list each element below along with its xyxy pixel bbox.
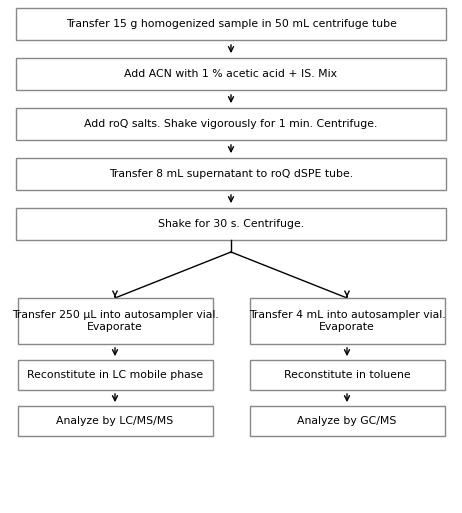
Text: Transfer 4 mL into autosampler vial.
Evaporate: Transfer 4 mL into autosampler vial. Eva…	[249, 310, 445, 332]
Text: Analyze by GC/MS: Analyze by GC/MS	[298, 416, 397, 426]
FancyBboxPatch shape	[249, 360, 444, 390]
Text: Reconstitute in LC mobile phase: Reconstitute in LC mobile phase	[27, 370, 203, 380]
Text: Transfer 250 μL into autosampler vial.
Evaporate: Transfer 250 μL into autosampler vial. E…	[12, 310, 219, 332]
FancyBboxPatch shape	[18, 406, 213, 436]
FancyBboxPatch shape	[16, 208, 446, 240]
FancyBboxPatch shape	[16, 58, 446, 90]
FancyBboxPatch shape	[249, 298, 444, 344]
Text: Shake for 30 s. Centrifuge.: Shake for 30 s. Centrifuge.	[158, 219, 304, 229]
FancyBboxPatch shape	[16, 8, 446, 40]
FancyBboxPatch shape	[18, 360, 213, 390]
FancyBboxPatch shape	[18, 298, 213, 344]
Text: Add roQ salts. Shake vigorously for 1 min. Centrifuge.: Add roQ salts. Shake vigorously for 1 mi…	[84, 119, 378, 129]
Text: Analyze by LC/MS/MS: Analyze by LC/MS/MS	[56, 416, 174, 426]
FancyBboxPatch shape	[16, 108, 446, 140]
Text: Reconstitute in toluene: Reconstitute in toluene	[284, 370, 410, 380]
FancyBboxPatch shape	[16, 158, 446, 190]
Text: Transfer 15 g homogenized sample in 50 mL centrifuge tube: Transfer 15 g homogenized sample in 50 m…	[66, 19, 396, 29]
FancyBboxPatch shape	[249, 406, 444, 436]
Text: Add ACN with 1 % acetic acid + IS. Mix: Add ACN with 1 % acetic acid + IS. Mix	[124, 69, 338, 79]
Text: Transfer 8 mL supernatant to roQ dSPE tube.: Transfer 8 mL supernatant to roQ dSPE tu…	[109, 169, 353, 179]
